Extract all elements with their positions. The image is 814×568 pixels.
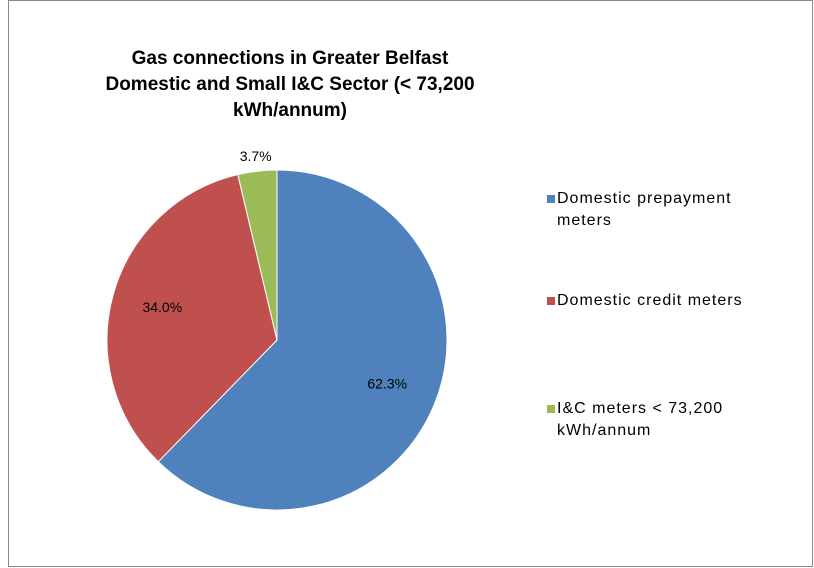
legend-swatch	[547, 297, 555, 305]
legend-swatch	[547, 405, 555, 413]
legend-item: Domestic credit meters	[547, 290, 762, 312]
data-label: 3.7%	[240, 148, 272, 164]
legend-label: Domestic prepayment meters	[557, 190, 732, 229]
title-line: Domestic and Small I&C Sector (< 73,200	[105, 74, 475, 95]
pie-slice	[157, 169, 448, 511]
chart-title: Gas connections in Greater Belfast Domest…	[60, 46, 520, 124]
title-line: kWh/annum)	[233, 100, 347, 121]
legend-swatch	[547, 195, 555, 203]
legend-item: I&C meters < 73,200 kWh/annum	[547, 398, 762, 442]
title-line: Gas connections in Greater Belfast	[131, 48, 449, 69]
chart-border	[8, 0, 813, 567]
data-label: 34.0%	[142, 299, 182, 315]
legend-item: Domestic prepayment meters	[547, 188, 762, 232]
pie-slice	[237, 169, 278, 341]
legend-label: Domestic credit meters	[557, 292, 743, 309]
pie-slice	[106, 173, 278, 463]
data-label: 62.3%	[367, 376, 407, 392]
legend-label: I&C meters < 73,200 kWh/annum	[557, 400, 724, 439]
